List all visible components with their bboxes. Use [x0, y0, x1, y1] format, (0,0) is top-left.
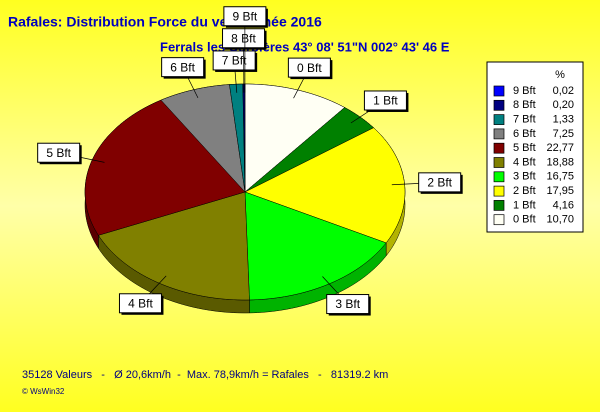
chart-subtitle: Ferrals les Corbières 43° 08' 51"N 002° … [160, 39, 450, 54]
legend-value: 7,25 [553, 128, 574, 140]
credit: © WsWin32 [22, 387, 65, 396]
legend-value: 4,16 [553, 199, 574, 211]
legend-label: 9 Bft [513, 85, 536, 97]
legend-value: 17,95 [546, 185, 574, 197]
legend-swatch [494, 200, 504, 210]
footer: 35128 Valeurs - Ø 20,6km/h - Max. 78,9km… [22, 369, 388, 381]
slice-label: 9 Bft [233, 9, 258, 23]
legend-swatch [494, 115, 504, 125]
chart-title: Rafales: Distribution Force du vent Anné… [8, 14, 322, 30]
slice-label: 6 Bft [170, 60, 195, 74]
legend-label: 3 Bft [513, 171, 536, 183]
legend-value: 1,33 [553, 114, 574, 126]
legend-label: 5 Bft [513, 142, 536, 154]
legend-label: 1 Bft [513, 199, 536, 211]
legend-label: 0 Bft [513, 214, 536, 226]
slice-label: 0 Bft [297, 61, 322, 75]
legend-header: % [555, 69, 565, 81]
slice-label: 4 Bft [128, 296, 153, 310]
slice-label: 8 Bft [231, 31, 256, 45]
legend-label: 2 Bft [513, 185, 536, 197]
legend-swatch [494, 143, 504, 153]
legend-value: 0,02 [553, 85, 574, 97]
legend-swatch [494, 215, 504, 225]
legend-swatch [494, 158, 504, 168]
slice-label: 2 Bft [427, 176, 452, 190]
legend-value: 0,20 [553, 99, 574, 111]
legend-swatch [494, 129, 504, 139]
legend-swatch [494, 86, 504, 96]
legend-swatch [494, 100, 504, 110]
legend-value: 10,70 [546, 214, 574, 226]
slice-label: 1 Bft [373, 94, 398, 108]
legend-value: 18,88 [546, 156, 574, 168]
legend-label: 8 Bft [513, 99, 536, 111]
legend-swatch [494, 172, 504, 182]
legend-swatch [494, 186, 504, 196]
slice-label: 5 Bft [46, 146, 71, 160]
legend-label: 4 Bft [513, 156, 536, 168]
slice-label: 3 Bft [335, 297, 360, 311]
legend-label: 6 Bft [513, 128, 536, 140]
legend-value: 16,75 [546, 171, 574, 183]
legend-value: 22,77 [546, 142, 574, 154]
legend-label: 7 Bft [513, 114, 536, 126]
